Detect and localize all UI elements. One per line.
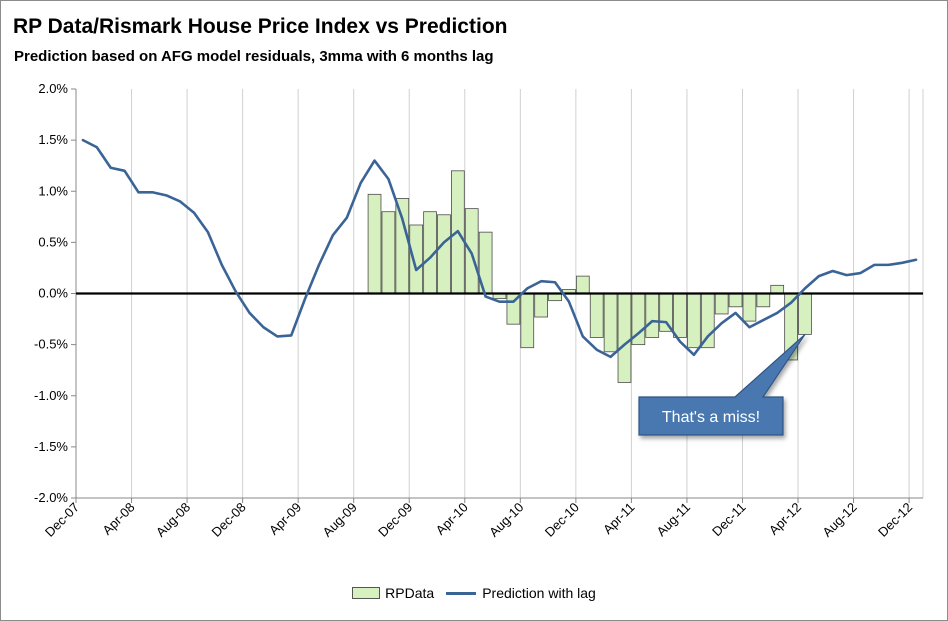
legend: RPData Prediction with lag — [1, 585, 947, 601]
bar-rpdata — [673, 293, 687, 338]
bar-rpdata — [756, 293, 771, 308]
bar-rpdata — [687, 293, 701, 349]
legend-swatch-rpdata — [352, 587, 381, 599]
x-tick-label: Aug-10 — [486, 500, 526, 540]
x-tick-label: Dec-08 — [208, 500, 248, 540]
x-tick-label: Aug-09 — [320, 500, 360, 540]
y-tick-label: -2.0% — [34, 490, 68, 505]
bar-rpdata — [645, 293, 660, 338]
bar-rpdata — [770, 284, 785, 294]
bar-rpdata — [589, 293, 604, 338]
bar-rpdata — [381, 211, 396, 294]
y-tick-label: 2.0% — [38, 81, 68, 96]
bar-rpdata — [603, 293, 618, 353]
x-tick-label: Aug-11 — [653, 500, 693, 540]
y-tick-label: -0.5% — [34, 337, 68, 352]
chart-title: RP Data/Rismark House Price Index vs Pre… — [13, 15, 508, 38]
x-tick-label: Aug-08 — [153, 500, 193, 540]
bar-rpdata — [659, 293, 673, 332]
x-tick-label: Apr-11 — [600, 500, 638, 538]
annotation-bubble — [638, 333, 806, 436]
bar-rpdata — [728, 293, 743, 308]
bar-rpdata — [409, 224, 424, 294]
y-tick-label: 1.5% — [38, 132, 68, 147]
x-tick-label: Dec-10 — [542, 500, 582, 540]
y-tick-label: 0.5% — [38, 234, 68, 249]
bar-rpdata — [464, 208, 479, 294]
bar-rpdata — [367, 193, 382, 294]
y-tick-label: 0.0% — [38, 286, 68, 301]
x-tick-label: Apr-09 — [266, 500, 304, 538]
y-tick-label: -1.0% — [34, 388, 68, 403]
annotation-text: That's a miss! — [662, 409, 760, 426]
bar-rpdata — [742, 293, 757, 322]
bar-rpdata — [700, 293, 715, 349]
x-tick-label: Dec-07 — [42, 500, 82, 540]
legend-label-prediction: Prediction with lag — [482, 585, 596, 601]
series-line-prediction — [81, 138, 918, 359]
x-tick-label: Apr-12 — [766, 500, 804, 538]
x-tick-label: Apr-10 — [433, 500, 471, 538]
legend-label-rpdata: RPData — [385, 585, 435, 601]
bar-rpdata — [714, 293, 729, 315]
legend-item-prediction: Prediction with lag — [446, 585, 596, 601]
y-tick-label: -1.5% — [34, 439, 68, 454]
legend-swatch-prediction — [446, 591, 477, 595]
bar-rpdata — [617, 293, 632, 383]
bar-rpdata — [395, 198, 410, 294]
bar-rpdata — [575, 275, 590, 294]
bar-rpdata — [534, 293, 548, 318]
legend-item-rpdata: RPData — [352, 585, 434, 601]
annotation-callout — [638, 333, 806, 436]
chart-subtitle: Prediction based on AFG model residuals,… — [14, 48, 494, 65]
y-tick-label: 1.0% — [38, 183, 68, 198]
x-tick-label: Dec-12 — [875, 500, 915, 540]
bar-rpdata — [437, 214, 451, 294]
x-tick-label: Aug-12 — [819, 500, 859, 540]
x-tick-label: Dec-11 — [709, 500, 749, 540]
bar-rpdata — [520, 293, 535, 349]
x-tick-label: Apr-08 — [99, 500, 137, 538]
x-tick-label: Dec-09 — [375, 500, 415, 540]
bar-rpdata — [798, 293, 812, 335]
